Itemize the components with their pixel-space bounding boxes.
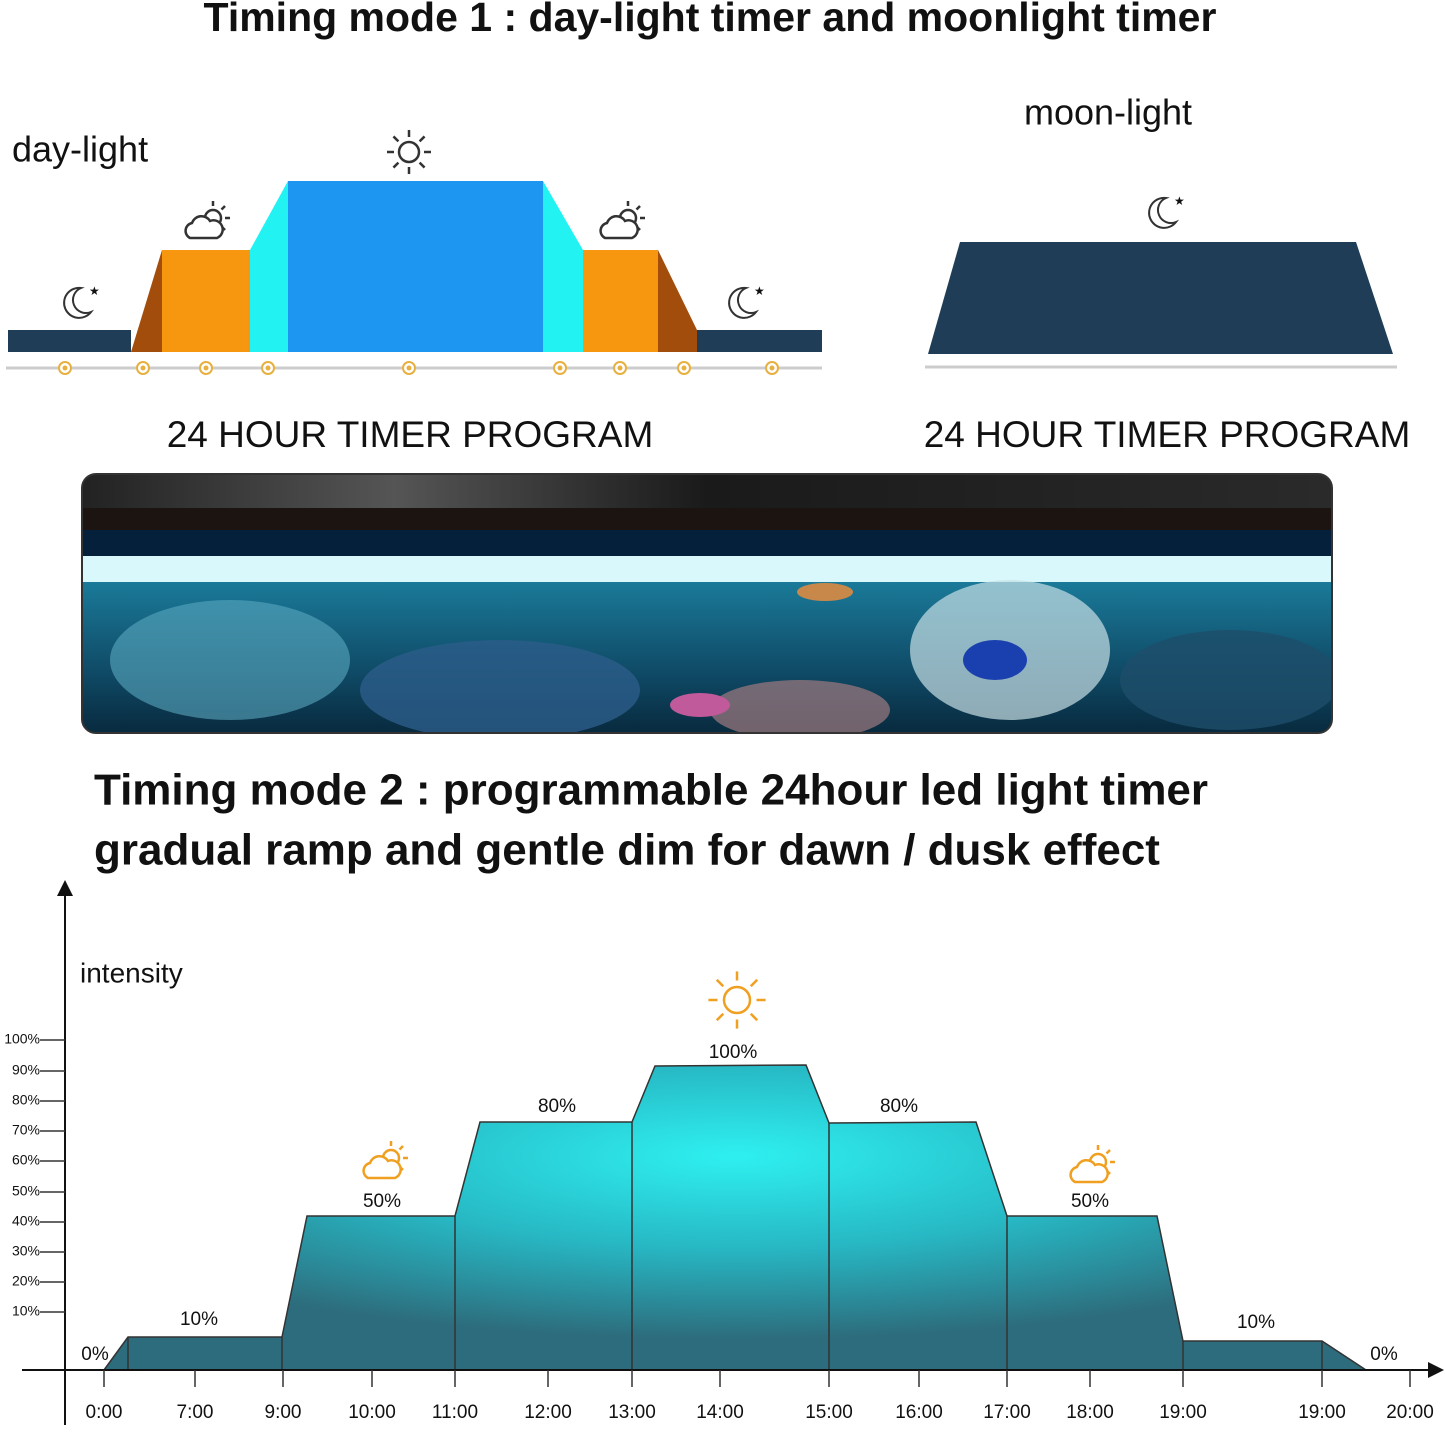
sun-ray (418, 135, 426, 143)
x-tick-label: 7:00 (177, 1402, 214, 1423)
mode2-title: Timing mode 2 : programmable 24hour led … (94, 766, 1208, 815)
x-tick-label: 18:00 (1066, 1402, 1114, 1423)
sun-ray (418, 161, 426, 169)
x-tick-label: 20:00 (1386, 1402, 1434, 1423)
sun-ray (392, 161, 400, 169)
program-label: 24 HOUR TIMER PROGRAM (924, 414, 1411, 455)
y-tick-label: 60% (12, 1152, 40, 1168)
cloud-sun-icon (362, 1141, 408, 1180)
star: ★ (89, 284, 100, 298)
x-tick-label: 11:00 (432, 1402, 478, 1423)
y-tick-label: 100% (4, 1031, 40, 1047)
y-tick-label: 50% (12, 1183, 40, 1199)
cloud (362, 1154, 402, 1180)
sun-ray (220, 205, 226, 211)
sun-icon (708, 971, 766, 1029)
cloud-sun-icon (184, 201, 230, 240)
cloud (599, 214, 639, 240)
sun-ray (749, 1012, 759, 1022)
axis-label: intensity (80, 957, 183, 988)
y-tick-label: 70% (12, 1122, 40, 1138)
x-tick-label: 10:00 (348, 1402, 396, 1423)
dot-center (681, 365, 687, 371)
moonlight-diagram (925, 242, 1397, 369)
moon-icon: ★ (1148, 194, 1185, 229)
moonlight-label: moon-light (1024, 92, 1192, 133)
dot-center (62, 365, 68, 371)
y-tick-label: 40% (12, 1213, 40, 1229)
level-label: 80% (538, 1096, 576, 1117)
level-label: 0% (81, 1344, 109, 1365)
moon (63, 286, 95, 319)
sun-icon (387, 130, 431, 174)
mode2-title: gradual ramp and gentle dim for dawn / d… (94, 826, 1160, 875)
level-label: 50% (363, 1191, 401, 1212)
x-tick-label: 0:00 (86, 1402, 123, 1423)
x-tick-label: 17:00 (983, 1402, 1031, 1423)
dot-center (769, 365, 775, 371)
sun-disc (397, 140, 421, 164)
cloud-sun-icon (1069, 1145, 1115, 1184)
star: ★ (1174, 194, 1185, 208)
dot-center (265, 365, 271, 371)
dot-center (617, 365, 623, 371)
level-label: 0% (1370, 1344, 1398, 1365)
x-tick-label: 12:00 (524, 1402, 572, 1423)
moon (728, 286, 760, 319)
sun-ray (715, 978, 725, 988)
aquarium-image (82, 474, 1332, 733)
moon-icon: ★ (63, 284, 100, 319)
x-tick-label: 19:00 (1159, 1402, 1207, 1423)
cloud (1069, 1158, 1109, 1184)
sun-ray (398, 1145, 404, 1151)
sun-ray (392, 135, 400, 143)
sun-ray (715, 1012, 725, 1022)
x-tick-label: 16:00 (895, 1402, 943, 1423)
x-tick-label: 14:00 (696, 1402, 744, 1423)
x-tick-label: 13:00 (608, 1402, 656, 1423)
time-dots (58, 361, 779, 375)
sun-ray (749, 978, 759, 988)
level-label: 10% (1237, 1312, 1275, 1333)
program-label: 24 HOUR TIMER PROGRAM (167, 414, 654, 455)
y-tick-label: 80% (12, 1092, 40, 1108)
y-tick-label: 90% (12, 1062, 40, 1078)
level-label: 100% (709, 1042, 758, 1063)
star: ★ (754, 284, 765, 298)
intensity-chart (22, 880, 1444, 1425)
y-tick-label: 10% (12, 1303, 40, 1319)
cloud (184, 214, 224, 240)
aquarium-frame (81, 473, 1333, 734)
moon (1148, 196, 1180, 229)
dot-center (557, 365, 563, 371)
sun-ray (635, 205, 641, 211)
y-tick-label: 20% (12, 1273, 40, 1289)
level-label: 10% (180, 1309, 218, 1330)
dot-center (406, 365, 412, 371)
daylight-diagram (6, 181, 822, 370)
sun-ray (1105, 1149, 1111, 1155)
daylight-label: day-light (12, 129, 148, 170)
mode1-title: Timing mode 1 : day-light timer and moon… (204, 0, 1217, 40)
cloud-sun-icon (599, 201, 645, 240)
y-tick-label: 30% (12, 1243, 40, 1259)
x-tick-label: 9:00 (265, 1402, 302, 1423)
level-label: 80% (880, 1096, 918, 1117)
x-tick-label: 15:00 (805, 1402, 853, 1423)
sun-disc (722, 985, 752, 1015)
dot-center (140, 365, 146, 371)
moon-icon: ★ (728, 284, 765, 319)
x-tick-label: 19:00 (1298, 1402, 1346, 1423)
level-label: 50% (1071, 1191, 1109, 1212)
dot-center (203, 365, 209, 371)
